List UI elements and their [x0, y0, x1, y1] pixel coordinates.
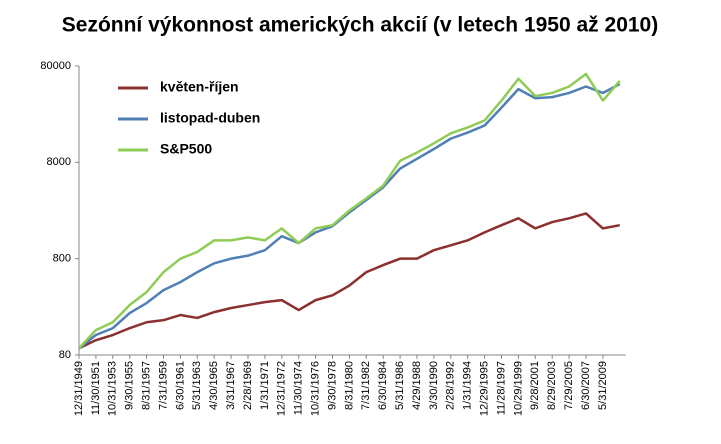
x-tick-label: 10/31/1953 — [107, 361, 119, 416]
x-tick-label: 12/29/1995 — [479, 361, 491, 416]
x-tick-label: 2/28/1992 — [445, 361, 457, 410]
legend-label: S&P500 — [160, 141, 212, 157]
x-tick-label: 6/30/1984 — [377, 361, 389, 410]
x-tick-label: 2/28/1969 — [242, 361, 254, 410]
x-tick-label: 1/31/1994 — [462, 361, 474, 410]
x-tick-label: 9/28/2001 — [529, 361, 541, 410]
series-line — [78, 212, 621, 350]
x-tick-label: 8/29/2003 — [546, 361, 558, 410]
x-tick-label: 8/31/1957 — [141, 361, 153, 410]
x-tick-label: 3/30/1990 — [428, 361, 440, 410]
x-tick-label: 5/31/1986 — [394, 361, 406, 410]
x-tick-label: 10/29/1999 — [512, 361, 524, 416]
y-tick-label: 800 — [53, 253, 71, 265]
x-tick-label: 8/31/1980 — [343, 361, 355, 410]
x-tick-label: 11/30/1974 — [293, 361, 305, 415]
x-tick-label: 9/30/1978 — [326, 361, 338, 410]
x-tick-label: 11/30/1951 — [90, 361, 102, 415]
x-tick-label: 11/28/1997 — [495, 361, 507, 415]
chart-title: Sezónní výkonnost amerických akcií (v le… — [62, 14, 658, 37]
x-tick-label: 4/29/1988 — [411, 361, 423, 410]
x-tick-label: 3/31/1967 — [225, 361, 237, 410]
x-tick-label: 5/31/2009 — [597, 361, 609, 410]
x-tick-label: 1/31/1971 — [259, 361, 271, 410]
x-tick-label: 7/31/1982 — [360, 361, 372, 410]
y-tick-label: 80000 — [40, 60, 71, 72]
x-tick-label: 12/31/1972 — [276, 361, 288, 416]
series-line — [78, 82, 621, 350]
legend-label: listopad-duben — [160, 110, 260, 126]
x-tick-label: 5/31/1963 — [191, 361, 203, 410]
x-tick-label: 10/31/1976 — [310, 361, 322, 416]
x-tick-label: 4/30/1965 — [208, 361, 220, 410]
x-tick-label: 9/30/1955 — [124, 361, 136, 410]
y-tick-label: 80 — [59, 349, 71, 361]
x-tick-label: 7/31/1959 — [157, 361, 169, 410]
y-tick-label: 8000 — [47, 156, 71, 168]
x-tick-label: 6/30/2007 — [580, 361, 592, 410]
legend-label: květen-říjen — [160, 79, 239, 95]
x-tick-label: 6/30/1961 — [174, 361, 186, 410]
x-tick-label: 7/29/2005 — [563, 361, 575, 410]
series-line — [78, 72, 621, 350]
x-tick-label: 12/31/1949 — [73, 361, 85, 416]
